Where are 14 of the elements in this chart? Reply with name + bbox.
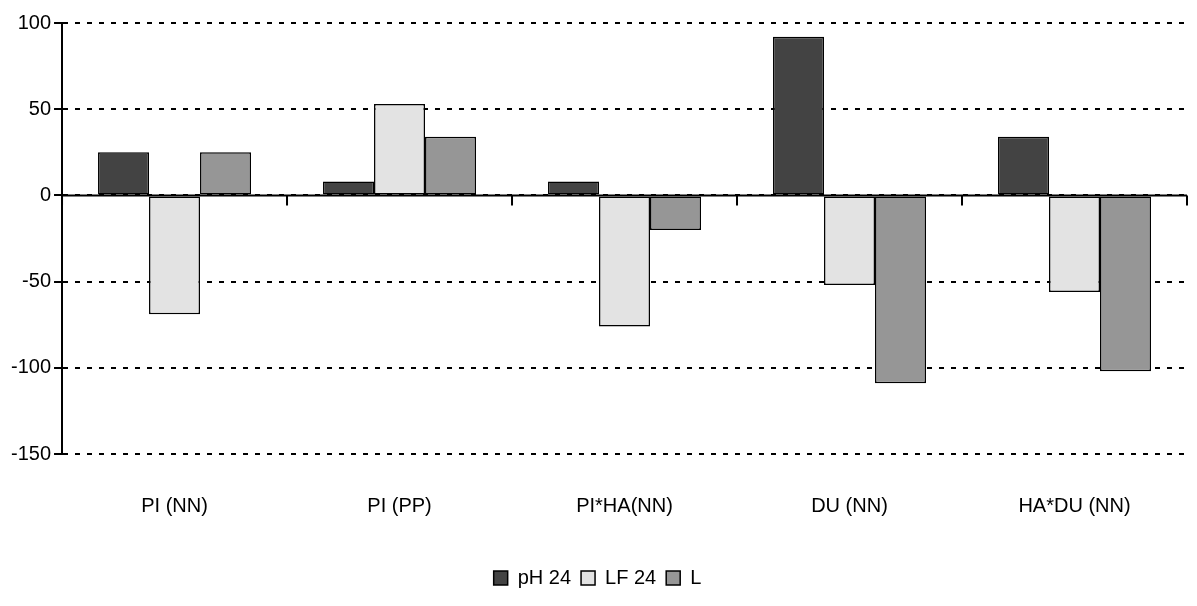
y-tick-label: -100 [11, 355, 52, 378]
x-tick-label: PI (PP) [367, 493, 432, 516]
y-tick-label: 0 [39, 182, 52, 205]
legend-label: pH 24 [517, 565, 572, 588]
x-tick-label: PI*HA(NN) [576, 493, 673, 516]
y-tick-label: -150 [11, 441, 52, 464]
legend-label: LF 24 [605, 565, 657, 588]
y-tick-label: -50 [22, 269, 52, 292]
y-tick-label: 50 [28, 96, 52, 119]
x-tick-label: DU (NN) [811, 493, 888, 516]
x-tick-label: HA*DU (NN) [1018, 493, 1131, 516]
legend-label: L [690, 565, 702, 588]
y-tick-label: 100 [17, 10, 52, 33]
x-tick-label: PI (NN) [141, 493, 208, 516]
